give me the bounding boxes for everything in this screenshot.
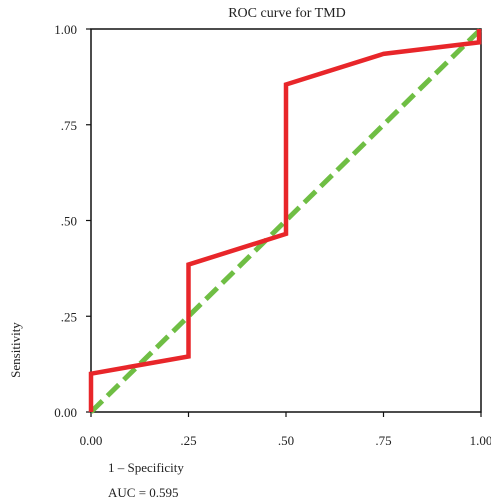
y-tick-label: .25 bbox=[61, 309, 77, 324]
y-axis-label: Sensitivity bbox=[8, 322, 23, 378]
x-tick-label: 1.00 bbox=[470, 433, 491, 448]
x-axis-label: 1 – Specificity bbox=[108, 460, 184, 475]
x-tick-label: .75 bbox=[375, 433, 391, 448]
axis-ticks: 0.00 .25 .50 .75 1.00 0.00 .25 .50 .75 1.00 bbox=[54, 22, 491, 448]
data-series bbox=[88, 27, 483, 414]
auc-annotation: AUC = 0.595 bbox=[108, 485, 179, 500]
y-tick-label: 0.00 bbox=[54, 405, 77, 420]
x-tick-label: .25 bbox=[180, 433, 196, 448]
chart-title: ROC curve for TMD bbox=[228, 6, 346, 21]
y-tick-label: .50 bbox=[61, 214, 77, 229]
x-tick-label: 0.00 bbox=[80, 433, 103, 448]
y-tick-label: .75 bbox=[61, 118, 77, 133]
y-tick-label: 1.00 bbox=[54, 22, 77, 37]
x-tick-label: .50 bbox=[278, 433, 294, 448]
